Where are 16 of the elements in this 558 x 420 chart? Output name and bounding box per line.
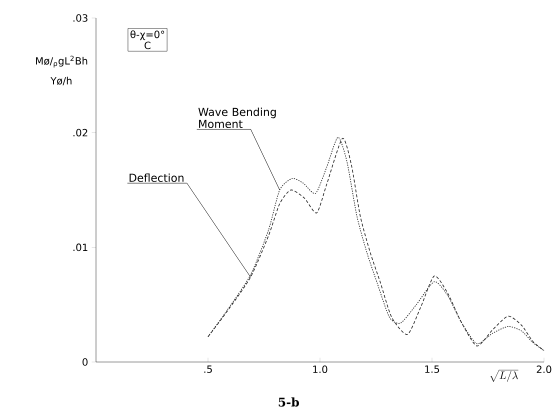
x-axis-title: $\sqrt{L/\lambda}$ [490, 370, 518, 382]
annotation: θ-χ=0° [130, 30, 164, 40]
x-tick-label: .5 [204, 366, 212, 373]
annotation: C [144, 42, 150, 50]
x-tick-label: 2.0 [536, 366, 552, 374]
text: 5-b [278, 397, 299, 407]
y-tick-label: 0 [82, 358, 88, 366]
y-axis-title: Mø/$_{ρ}$gL$^{2}$Bh [36, 56, 88, 68]
text: Deflection [130, 173, 184, 182]
y-tick-label: .01 [73, 244, 88, 252]
text: Yø/h [50, 76, 72, 86]
y-tick-label: .02 [73, 128, 88, 136]
y-tick-label: .03 [73, 14, 88, 22]
x-tick-label: 1.5 [425, 366, 440, 373]
x-tick-label: 1.0 [313, 366, 328, 374]
text: Wave Bending Moment [198, 108, 276, 128]
